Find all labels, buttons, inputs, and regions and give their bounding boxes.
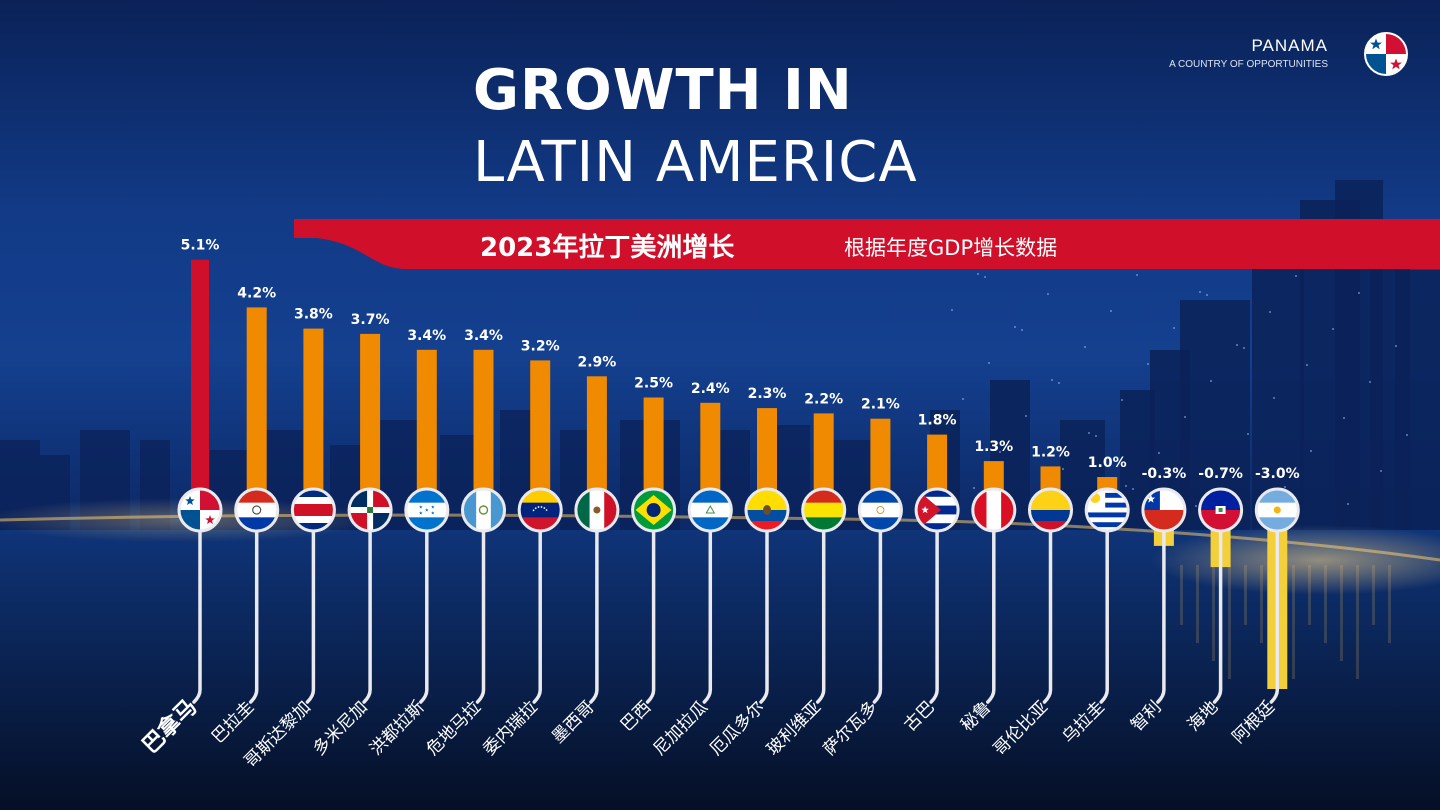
bar-6: [530, 360, 551, 530]
connector-line-16: [1099, 530, 1109, 704]
category-label-10: 厄瓜多尔: [706, 697, 768, 759]
dominican-republic-flag-icon: [347, 487, 393, 533]
value-label-19: -3.0%: [1255, 466, 1300, 482]
guatemala-flag-icon: [461, 487, 506, 533]
category-label-11: 玻利维亚: [763, 697, 825, 759]
value-label-9: 2.4%: [691, 381, 730, 397]
value-label-13: 1.8%: [918, 413, 957, 429]
chart-subtitle: 根据年度GDP增长数据: [844, 236, 1058, 260]
connector-line-10: [759, 530, 769, 704]
connector-line-11: [815, 530, 826, 704]
value-label-14: 1.3%: [974, 439, 1013, 455]
connector-line-13: [929, 530, 939, 704]
category-label-16: 乌拉圭: [1059, 697, 1109, 747]
category-label-15: 哥伦比亚: [990, 697, 1052, 759]
banner-ribbon: [294, 219, 1440, 269]
category-label-12: 萨尔瓦多: [820, 697, 882, 759]
value-label-18: -0.7%: [1198, 466, 1243, 482]
bar-1: [246, 307, 267, 530]
bar-4: [416, 349, 437, 530]
paraguay-flag-icon: [234, 487, 280, 533]
value-label-0: 5.1%: [181, 238, 220, 254]
connector-line-0: [192, 530, 202, 704]
value-label-10: 2.3%: [748, 386, 787, 402]
colombia-flag-icon: [1028, 487, 1073, 533]
connector-line-6: [532, 530, 542, 704]
bolivia-flag-icon: [801, 487, 847, 533]
uruguay-flag-icon: [1084, 487, 1130, 533]
category-label-7: 墨西哥: [548, 697, 598, 747]
value-label-15: 1.2%: [1031, 444, 1070, 460]
page-title-line1: GROWTH IN: [473, 58, 853, 123]
category-label-6: 委内瑞拉: [480, 697, 542, 759]
chile-flag-icon: [1141, 487, 1187, 533]
cuba-flag-icon: [914, 487, 960, 533]
category-label-13: 古巴: [900, 697, 938, 735]
category-label-3: 多米尼加: [309, 697, 371, 759]
connector-line-1: [248, 530, 259, 704]
nicaragua-flag-icon: [687, 487, 733, 533]
category-label-0: 巴拿马: [137, 694, 202, 759]
value-label-12: 2.1%: [861, 397, 900, 413]
venezuela-flag-icon: [517, 487, 563, 533]
category-label-19: 阿根廷: [1229, 697, 1279, 747]
category-label-17: 智利: [1127, 697, 1165, 735]
page-title-line2: LATIN AMERICA: [473, 130, 918, 195]
category-label-5: 危地马拉: [423, 697, 485, 759]
connector-line-17: [1156, 530, 1166, 704]
connector-line-19: [1269, 530, 1280, 704]
value-label-5: 3.4%: [464, 328, 503, 344]
bar-0: [191, 259, 209, 530]
category-label-18: 海地: [1184, 697, 1222, 735]
category-label-8: 巴西: [617, 697, 655, 735]
mexico-flag-icon: [574, 487, 620, 533]
bar-3: [360, 333, 381, 530]
value-label-7: 2.9%: [577, 354, 616, 370]
connector-line-5: [475, 530, 486, 704]
value-label-3: 3.7%: [351, 312, 390, 328]
bar-2: [303, 328, 324, 530]
el-salvador-flag-icon: [857, 487, 903, 533]
costa-rica-flag-icon: [290, 487, 336, 533]
value-label-16: 1.0%: [1088, 455, 1127, 471]
brazil-flag-icon: [631, 487, 677, 533]
argentina-flag-icon: [1254, 487, 1300, 533]
connector-line-4: [419, 530, 429, 704]
connector-line-18: [1212, 530, 1223, 704]
value-label-6: 3.2%: [521, 338, 560, 354]
chart-title: 2023年拉丁美洲增长: [480, 233, 735, 263]
peru-flag-icon: [971, 487, 1017, 533]
category-label-4: 洪都拉斯: [366, 697, 428, 759]
value-label-11: 2.2%: [804, 391, 843, 407]
connector-line-12: [872, 530, 883, 704]
brand-name: PANAMA: [1251, 36, 1328, 55]
bar-5: [473, 349, 494, 530]
category-label-9: 尼加拉瓜: [650, 697, 712, 759]
ecuador-flag-icon: [744, 487, 790, 533]
category-label-1: 巴拉圭: [208, 697, 258, 747]
connector-line-2: [305, 530, 316, 704]
connector-line-7: [589, 530, 599, 704]
connector-line-9: [702, 530, 713, 704]
value-label-2: 3.8%: [294, 307, 333, 323]
connector-line-8: [645, 530, 656, 704]
brand-tagline: A COUNTRY OF OPPORTUNITIES: [1169, 59, 1328, 70]
value-label-4: 3.4%: [407, 328, 446, 344]
haiti-flag-icon: [1198, 487, 1244, 533]
connector-line-15: [1042, 530, 1053, 704]
value-label-1: 4.2%: [237, 285, 276, 301]
panama-flag-icon: [177, 487, 223, 533]
value-label-8: 2.5%: [634, 376, 673, 392]
category-label-14: 秘鲁: [957, 697, 995, 735]
honduras-flag-icon: [404, 487, 450, 533]
connector-line-3: [362, 530, 372, 704]
title-banner: 2023年拉丁美洲增长 根据年度GDP增长数据: [294, 219, 1440, 269]
panama-flag-icon: [1364, 32, 1408, 76]
connector-line-14: [986, 530, 996, 704]
value-label-17: -0.3%: [1142, 466, 1187, 482]
